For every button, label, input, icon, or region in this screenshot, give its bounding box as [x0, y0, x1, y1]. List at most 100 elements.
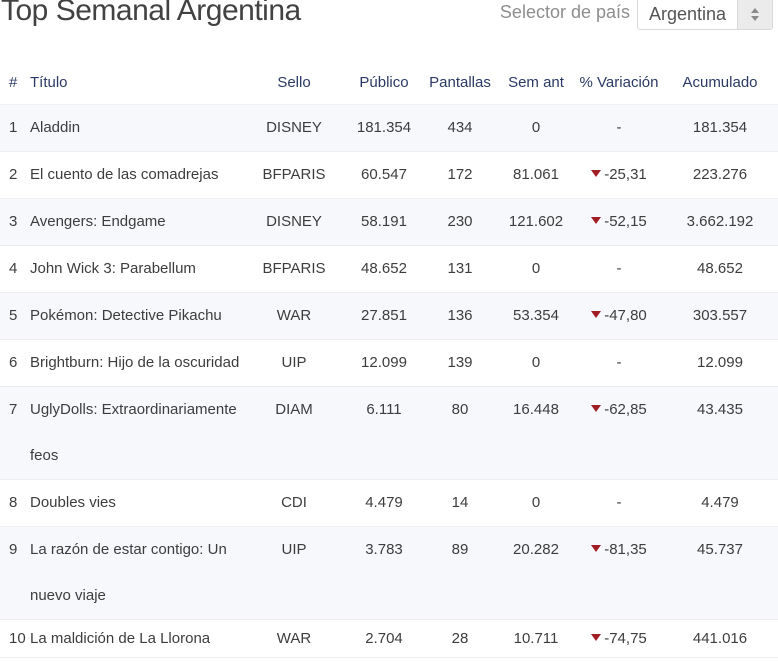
country-selector[interactable]: Argentina — [637, 0, 773, 30]
rank-cell: 5 — [0, 292, 26, 340]
column-header-pantallas: Pantallas — [424, 62, 496, 105]
acumulado-cell: 303.557 — [662, 292, 778, 340]
header-row: # Título Sello Público Pantallas Sem ant… — [0, 62, 778, 105]
rank-cell: 9 — [0, 526, 26, 620]
publico-cell: 6.111 — [344, 386, 424, 480]
sem-ant-cell: 20.282 — [496, 526, 576, 620]
title-cell: Brightburn: Hijo de la oscuridad — [26, 339, 244, 387]
rank-cell: 7 — [0, 386, 26, 480]
page-title: Top Semanal Argentina — [1, 0, 301, 27]
title-cell: Doubles vies — [26, 479, 244, 527]
acumulado-cell: 223.276 — [662, 151, 778, 199]
column-header-rank: # — [0, 62, 26, 105]
pantallas-cell: 131 — [424, 245, 496, 293]
table-row: 3 Avengers: Endgame DISNEY 58.191 230 121.602… — [0, 198, 778, 246]
publico-cell: 181.354 — [344, 104, 424, 152]
sem-ant-cell: 121.602 — [496, 198, 576, 246]
sello-cell: UIP — [244, 526, 344, 620]
pantallas-cell: 136 — [424, 292, 496, 340]
sem-ant-cell: 0 — [496, 479, 576, 527]
sem-ant-cell: 16.448 — [496, 386, 576, 480]
country-selector-value: Argentina — [648, 4, 727, 24]
acumulado-cell: 12.099 — [662, 339, 778, 387]
variacion-cell: - — [576, 479, 662, 527]
table-body: 1 Aladdin DISNEY 181.354 434 0-181.354 2 El cue… — [0, 104, 778, 658]
title-cell: Pokémon: Detective Pikachu — [26, 292, 244, 340]
decline-triangle-icon — [591, 634, 602, 642]
rank-cell: 8 — [0, 479, 26, 527]
publico-cell: 12.099 — [344, 339, 424, 387]
column-header-publico: Público — [344, 62, 424, 105]
sello-cell: CDI — [244, 479, 344, 527]
column-header-acumulado: Acumulado — [662, 62, 778, 105]
sello-cell: WAR — [244, 292, 344, 340]
title-cell: UglyDolls: Extraordinariamente feos — [26, 386, 244, 480]
rank-cell: 2 — [0, 151, 26, 199]
variacion-cell: - — [576, 339, 662, 387]
sem-ant-cell: 53.354 — [496, 292, 576, 340]
sem-ant-cell: 0 — [496, 104, 576, 152]
acumulado-cell: 48.652 — [662, 245, 778, 293]
pantallas-cell: 434 — [424, 104, 496, 152]
column-header-titulo: Título — [26, 62, 244, 105]
acumulado-cell: 441.016 — [662, 619, 778, 658]
sello-cell: WAR — [244, 619, 344, 658]
country-selector-label: Selector de país — [499, 2, 630, 22]
publico-cell: 3.783 — [344, 526, 424, 620]
variacion-cell: - — [576, 104, 662, 152]
variacion-cell: -74,75 — [576, 619, 662, 658]
rank-cell: 4 — [0, 245, 26, 293]
acumulado-cell: 3.662.192 — [662, 198, 778, 246]
table-row: 4 John Wick 3: Parabellum BFPARIS 48.652 131… — [0, 245, 778, 293]
table-row: 10 La maldición de La Llorona WAR 2.704 28 10… — [0, 619, 778, 658]
publico-cell: 58.191 — [344, 198, 424, 246]
table-row: 8 Doubles vies CDI 4.479 14 0-4.479 — [0, 479, 778, 527]
sello-cell: DIAM — [244, 386, 344, 480]
table-row: 9 La razón de estar contigo: Un nuevo via… — [0, 526, 778, 620]
sem-ant-cell: 0 — [496, 339, 576, 387]
title-cell: La razón de estar contigo: Un nuevo viaj… — [26, 526, 244, 620]
variacion-cell: -47,80 — [576, 292, 662, 340]
column-header-sem-ant: Sem ant — [496, 62, 576, 105]
publico-cell: 27.851 — [344, 292, 424, 340]
column-header-variacion: % Variación — [576, 62, 662, 105]
variacion-cell: -81,35 — [576, 526, 662, 620]
decline-triangle-icon — [591, 405, 602, 413]
pantallas-cell: 80 — [424, 386, 496, 480]
pantallas-cell: 28 — [424, 619, 496, 658]
pantallas-cell: 139 — [424, 339, 496, 387]
acumulado-cell: 43.435 — [662, 386, 778, 480]
table-row: 2 El cuento de las comadrejas BFPARIS 60.54… — [0, 151, 778, 199]
publico-cell: 4.479 — [344, 479, 424, 527]
rank-cell: 10 — [0, 619, 26, 658]
title-cell: La maldición de La Llorona — [26, 619, 244, 658]
sello-cell: UIP — [244, 339, 344, 387]
table-row: 7 UglyDolls: Extraordinariamente feos DIAM… — [0, 386, 778, 480]
title-cell: Avengers: Endgame — [26, 198, 244, 246]
decline-triangle-icon — [591, 311, 602, 319]
title-cell: El cuento de las comadrejas — [26, 151, 244, 199]
variacion-cell: -62,85 — [576, 386, 662, 480]
table-row: 1 Aladdin DISNEY 181.354 434 0-181.354 — [0, 104, 778, 152]
pantallas-cell: 230 — [424, 198, 496, 246]
acumulado-cell: 4.479 — [662, 479, 778, 527]
table-row: 5 Pokémon: Detective Pikachu WAR 27.851 136 5… — [0, 292, 778, 340]
rank-cell: 6 — [0, 339, 26, 387]
sem-ant-cell: 0 — [496, 245, 576, 293]
sello-cell: DISNEY — [244, 198, 344, 246]
acumulado-cell: 45.737 — [662, 526, 778, 620]
variacion-cell: - — [576, 245, 662, 293]
title-cell: Aladdin — [26, 104, 244, 152]
publico-cell: 2.704 — [344, 619, 424, 658]
column-header-sello: Sello — [244, 62, 344, 105]
table-header: # Título Sello Público Pantallas Sem ant… — [0, 62, 778, 105]
pantallas-cell: 172 — [424, 151, 496, 199]
pantallas-cell: 89 — [424, 526, 496, 620]
acumulado-cell: 181.354 — [662, 104, 778, 152]
variacion-cell: -52,15 — [576, 198, 662, 246]
sello-cell: BFPARIS — [244, 245, 344, 293]
decline-triangle-icon — [591, 170, 602, 178]
rank-cell: 1 — [0, 104, 26, 152]
rank-cell: 3 — [0, 198, 26, 246]
